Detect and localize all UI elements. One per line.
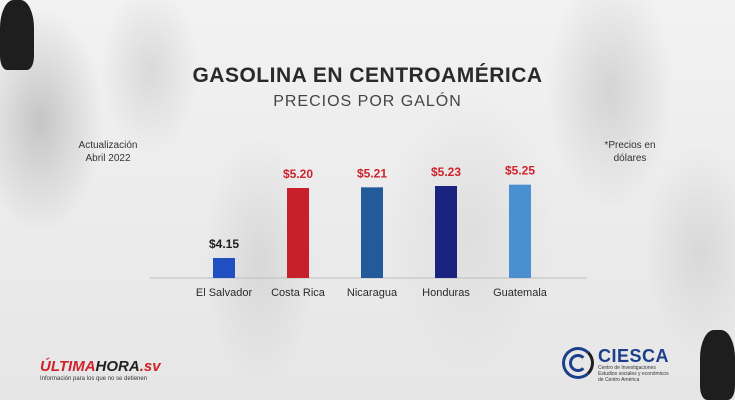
bar-guatemala — [509, 184, 531, 278]
update-note-line1: Actualización — [78, 140, 138, 151]
bar-el-salvador — [213, 258, 235, 278]
bar-nicaragua — [361, 187, 383, 278]
update-note: Actualización Abril 2022 — [68, 139, 148, 165]
bar-value-label: $5.21 — [357, 166, 387, 180]
currency-note: *Precios en dólares — [590, 139, 670, 165]
bar-value-label: $4.15 — [209, 237, 239, 251]
background-silhouette-left — [0, 0, 34, 70]
brand-main: HORA — [95, 358, 140, 375]
category-label: Honduras — [422, 287, 470, 299]
bar-costa-rica — [287, 188, 309, 278]
update-note-line2: Abril 2022 — [85, 153, 131, 164]
bar-value-label: $5.23 — [431, 165, 461, 179]
ciesca-name: CIESCA — [598, 346, 670, 366]
bar-value-label: $5.25 — [505, 164, 535, 178]
category-label: Guatemala — [493, 287, 548, 299]
brand-suffix: .sv — [139, 358, 161, 375]
ultimahora-logo: ÚLTIMAHORA.sv Información para los que n… — [40, 358, 161, 382]
chart-title: GASOLINA EN CENTROAMÉRICA — [192, 64, 543, 87]
category-label: El Salvador — [196, 287, 253, 299]
category-label: Nicaragua — [347, 287, 398, 299]
ciesca-ring-icon — [562, 347, 594, 379]
ciesca-description: Centro de Investigaciones Estudios socia… — [598, 365, 669, 383]
ciesca-logo: CIESCA Centro de Investigaciones Estudio… — [562, 346, 674, 386]
bar-honduras — [435, 186, 457, 278]
currency-note-line2: dólares — [613, 153, 647, 164]
background-silhouette-right — [700, 330, 735, 400]
currency-note-line1: *Precios en — [604, 140, 656, 151]
ciesca-inner-ring-icon — [569, 354, 587, 372]
ultimahora-tagline: Información para los que no se detienen — [40, 376, 148, 382]
brand-prefix: ÚLTIMA — [40, 358, 96, 375]
bar-value-label: $5.20 — [283, 167, 313, 181]
ultimahora-brand: ÚLTIMAHORA.sv — [40, 358, 161, 375]
chart-subtitle: PRECIOS POR GALÓN — [273, 93, 462, 110]
category-label: Costa Rica — [271, 287, 326, 299]
